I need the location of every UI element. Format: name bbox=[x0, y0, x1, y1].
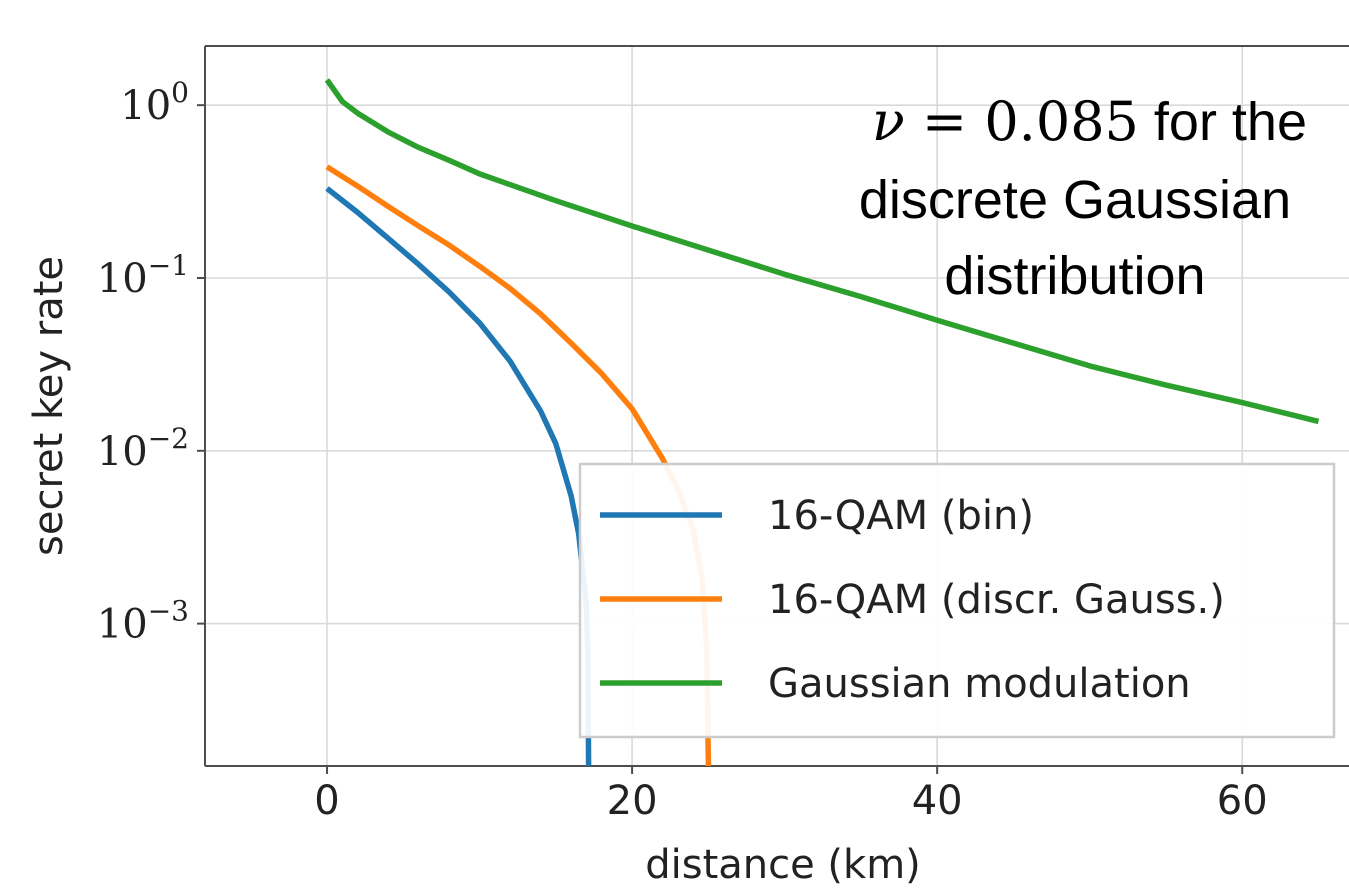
x-axis-label: distance (km) bbox=[645, 842, 921, 888]
y-axis-label: secret key rate bbox=[26, 256, 72, 556]
series-line-1 bbox=[325, 186, 592, 767]
y-tick-label: 10−2 bbox=[97, 422, 189, 475]
y-tick-base: 10 bbox=[120, 83, 171, 129]
y-tick-label: 10−3 bbox=[97, 595, 189, 648]
x-tick-label: 0 bbox=[314, 778, 339, 824]
legend-label: 16-QAM (discr. Gauss.) bbox=[768, 577, 1225, 623]
grid bbox=[205, 46, 1349, 766]
y-tick-exponent: −2 bbox=[148, 422, 189, 455]
y-tick-base: 10 bbox=[97, 256, 148, 302]
legend-label: 16-QAM (bin) bbox=[768, 493, 1034, 539]
annotation-equals: = bbox=[905, 90, 985, 153]
x-tick-label: 60 bbox=[1217, 778, 1268, 824]
annotation-line-3: distribution bbox=[944, 246, 1205, 306]
legend: 16-QAM (bin) 16-QAM (discr. Gauss.) Gaussi… bbox=[578, 462, 1336, 739]
annotation-line-1: ν = 0.085 for the bbox=[872, 90, 1307, 153]
y-tick-label: 100 bbox=[120, 76, 189, 129]
y-tick-exponent: 0 bbox=[171, 76, 189, 109]
y-tick-base: 10 bbox=[97, 429, 148, 475]
y-tick-exponent: −1 bbox=[148, 249, 189, 282]
x-axis: 0 20 40 60 bbox=[314, 766, 1268, 824]
y-tick-exponent: −3 bbox=[148, 595, 189, 628]
legend-label: Gaussian modulation bbox=[768, 661, 1191, 707]
series-line-3 bbox=[324, 78, 1320, 425]
annotation: ν = 0.085 for the discrete Gaussian dist… bbox=[859, 90, 1307, 306]
annotation-symbol: ν bbox=[872, 90, 905, 153]
y-tick-base: 10 bbox=[97, 602, 148, 648]
annotation-value: 0.085 bbox=[984, 90, 1139, 153]
y-tick-label: 10−1 bbox=[97, 249, 189, 302]
plot-frame bbox=[204, 45, 1349, 767]
annotation-line-2: discrete Gaussian bbox=[859, 170, 1291, 230]
annotation-line-1-rest: for the bbox=[1139, 92, 1307, 152]
x-tick-label: 20 bbox=[607, 778, 658, 824]
x-tick-label: 40 bbox=[912, 778, 963, 824]
